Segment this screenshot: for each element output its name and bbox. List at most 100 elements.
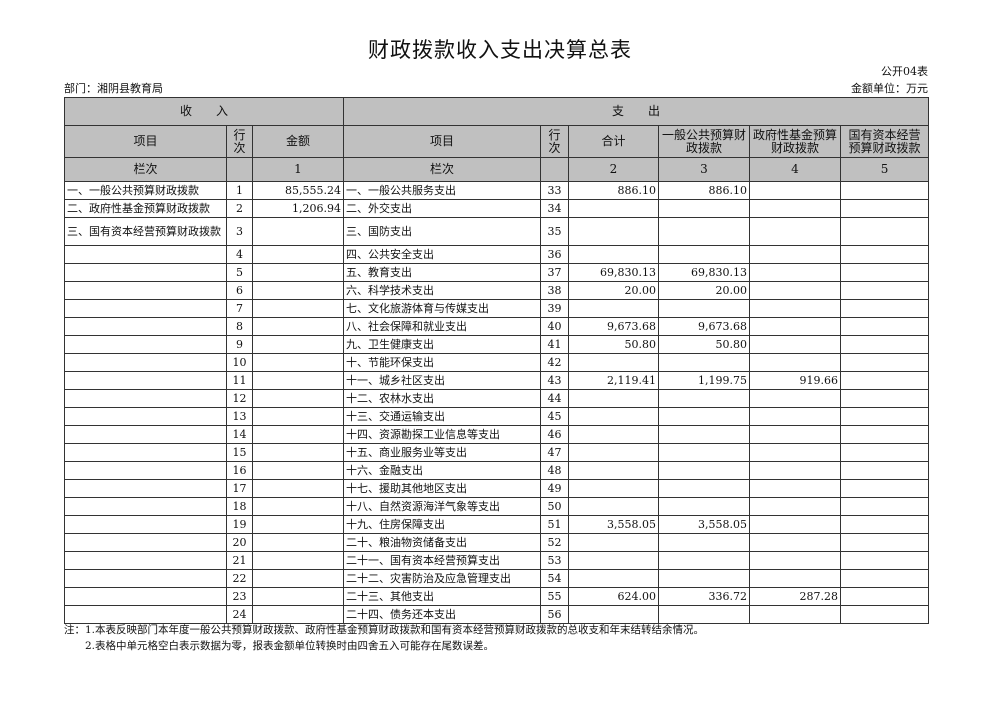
expense-row-no-cell: 56 <box>540 605 569 624</box>
page-title: 财政拨款收入支出决算总表 <box>368 38 632 62</box>
general-budget-amount-cell: 69,830.13 <box>658 263 750 282</box>
income-amount-cell <box>252 587 344 606</box>
fund-budget-amount-cell <box>749 479 841 498</box>
general-budget-amount-cell <box>658 389 750 408</box>
fund-budget-amount-cell <box>749 425 841 444</box>
table-row: 11 十一、城乡社区支出 43 2,119.41 1,199.75 919.66 <box>64 371 930 390</box>
fund-budget-amount-cell: 287.28 <box>749 587 841 606</box>
table-row: 16 十六、金融支出 48 <box>64 461 930 480</box>
expense-item-cell: 十四、资源勘探工业信息等支出 <box>343 425 541 444</box>
general-budget-amount-cell <box>658 425 750 444</box>
expense-row-no-cell: 48 <box>540 461 569 480</box>
income-amount-cell <box>252 461 344 480</box>
expense-item-cell: 四、公共安全支出 <box>343 245 541 264</box>
income-amount-cell <box>252 335 344 354</box>
income-amount-cell <box>252 569 344 588</box>
expense-row-no-cell: 44 <box>540 389 569 408</box>
table-row: 18 十八、自然资源海洋气象等支出 50 <box>64 497 930 516</box>
total-amount-cell: 2,119.41 <box>568 371 659 390</box>
income-row-no-cell: 10 <box>226 353 253 372</box>
state-capital-amount-cell <box>839 569 930 588</box>
expense-header: 支 出 <box>342 97 930 126</box>
table-row: 12 十二、农林水支出 44 <box>64 389 930 408</box>
table-row: 22 二十二、灾害防治及应急管理支出 54 <box>64 569 930 588</box>
unit-label: 金额单位：万元 <box>851 82 928 95</box>
total-amount-cell <box>568 217 659 246</box>
total-amount-cell <box>568 299 659 318</box>
income-row-no-cell: 23 <box>226 587 253 606</box>
income-item-cell: 二、政府性基金预算财政拨款 <box>64 199 227 218</box>
income-row-no-cell: 18 <box>226 497 253 516</box>
total-amount-cell: 624.00 <box>568 587 659 606</box>
note-2: 2.表格中单元格空白表示数据为零，报表金额单位转换时由四舍五入可能存在尾数误差。 <box>64 640 495 652</box>
income-row-no-cell: 2 <box>226 199 253 218</box>
state-capital-amount-cell <box>839 389 930 408</box>
table-row: 13 十三、交通运输支出 45 <box>64 407 930 426</box>
state-capital-header: 国有资本经营预算财政拨款 <box>839 125 930 158</box>
income-item-cell: 三、国有资本经营预算财政拨款 <box>64 217 227 246</box>
income-amount-cell: 85,555.24 <box>252 181 344 200</box>
general-budget-amount-cell <box>658 407 750 426</box>
fund-budget-amount-cell <box>749 281 841 300</box>
income-header: 收 入 <box>64 97 344 126</box>
general-budget-amount-cell: 336.72 <box>658 587 750 606</box>
general-budget-amount-cell <box>658 497 750 516</box>
state-capital-amount-cell <box>839 217 930 246</box>
expense-row-no-cell: 47 <box>540 443 569 462</box>
table-row: 4 四、公共安全支出 36 <box>64 245 930 264</box>
expense-item-cell: 十二、农林水支出 <box>343 389 541 408</box>
income-item-cell <box>64 353 227 372</box>
total-amount-cell <box>568 461 659 480</box>
income-amount-cell <box>252 425 344 444</box>
table-row: 20 二十、粮油物资储备支出 52 <box>64 533 930 552</box>
expense-item-cell: 三、国防支出 <box>343 217 541 246</box>
expense-item-cell: 八、社会保障和就业支出 <box>343 317 541 336</box>
expense-row-no-cell: 39 <box>540 299 569 318</box>
total-amount-cell <box>568 569 659 588</box>
income-item-cell <box>64 281 227 300</box>
income-amount-cell <box>252 389 344 408</box>
state-capital-amount-cell <box>839 461 930 480</box>
fund-budget-amount-cell <box>749 245 841 264</box>
note-1: 注：1.本表反映部门本年度一般公共预算财政拨款、政府性基金预算财政拨款和国有资本… <box>64 624 705 636</box>
state-capital-amount-cell <box>839 515 930 534</box>
expense-row-no-header: 行次 <box>540 125 569 158</box>
income-row-no-cell: 17 <box>226 479 253 498</box>
fund-budget-amount-cell <box>749 443 841 462</box>
income-amount-cell <box>252 551 344 570</box>
state-capital-amount-cell <box>839 299 930 318</box>
expense-row-no-cell: 37 <box>540 263 569 282</box>
income-item-cell <box>64 245 227 264</box>
income-amount-cell <box>252 317 344 336</box>
expense-row-no-cell: 41 <box>540 335 569 354</box>
general-budget-amount-cell <box>658 443 750 462</box>
income-amount-cell <box>252 515 344 534</box>
income-amount-cell <box>252 479 344 498</box>
expense-row-no-cell: 46 <box>540 425 569 444</box>
income-amount-cell: 1,206.94 <box>252 199 344 218</box>
income-amount-header: 金额 <box>252 125 344 158</box>
income-row-no-cell: 5 <box>226 263 253 282</box>
budget-table: 收 入 支 出 项目 行次 金额 项目 行次 合计 一般公共预算财政拨款 政府性… <box>64 97 930 624</box>
income-amount-cell <box>252 533 344 552</box>
income-row-no-cell: 24 <box>226 605 253 624</box>
income-amount-cell <box>252 217 344 246</box>
expense-row-no-cell: 51 <box>540 515 569 534</box>
table-row: 9 九、卫生健康支出 41 50.80 50.80 <box>64 335 930 354</box>
column-number: 3 <box>658 157 750 182</box>
column-number: 4 <box>749 157 841 182</box>
form-code: 公开04表 <box>881 65 928 78</box>
total-amount-cell <box>568 443 659 462</box>
fund-budget-amount-cell <box>749 335 841 354</box>
total-amount-cell <box>568 199 659 218</box>
income-item-cell <box>64 605 227 624</box>
total-amount-cell: 69,830.13 <box>568 263 659 282</box>
fund-budget-amount-cell <box>749 389 841 408</box>
expense-item-cell: 九、卫生健康支出 <box>343 335 541 354</box>
income-row-no-cell: 15 <box>226 443 253 462</box>
fund-budget-amount-cell <box>749 317 841 336</box>
income-amount-cell <box>252 407 344 426</box>
income-row-no-cell: 19 <box>226 515 253 534</box>
total-amount-cell <box>568 497 659 516</box>
state-capital-amount-cell <box>839 533 930 552</box>
